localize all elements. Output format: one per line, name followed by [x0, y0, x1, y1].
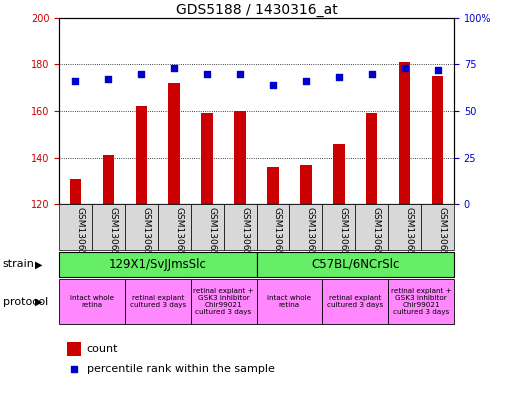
Bar — [399, 62, 410, 204]
Text: retinal explant +
GSK3 inhibitor
Chir99021
cultured 3 days: retinal explant + GSK3 inhibitor Chir990… — [391, 288, 451, 315]
Title: GDS5188 / 1430316_at: GDS5188 / 1430316_at — [175, 3, 338, 17]
Point — [137, 70, 145, 77]
Text: ▶: ▶ — [35, 259, 42, 269]
Point — [203, 70, 211, 77]
Text: percentile rank within the sample: percentile rank within the sample — [87, 364, 274, 374]
Bar — [289, 204, 322, 250]
Text: intact whole
retina: intact whole retina — [267, 295, 311, 308]
Text: GSM1306535: GSM1306535 — [75, 207, 85, 267]
Bar — [300, 165, 311, 204]
Bar — [388, 279, 454, 324]
Bar — [125, 279, 191, 324]
Text: GSM1306540: GSM1306540 — [240, 207, 249, 267]
Point — [71, 78, 80, 84]
Text: retinal explant +
GSK3 inhibitor
Chir99021
cultured 3 days: retinal explant + GSK3 inhibitor Chir990… — [193, 288, 254, 315]
Bar — [92, 204, 125, 250]
Bar — [256, 279, 322, 324]
Text: protocol: protocol — [3, 297, 48, 307]
Point — [69, 365, 77, 372]
Bar — [135, 107, 147, 204]
Bar — [256, 252, 454, 277]
Bar — [322, 204, 355, 250]
Text: retinal explant
cultured 3 days: retinal explant cultured 3 days — [130, 295, 186, 308]
Text: GSM1306538: GSM1306538 — [174, 207, 183, 267]
Point — [104, 76, 112, 83]
Bar — [103, 155, 114, 204]
Point — [368, 70, 376, 77]
Point — [170, 65, 179, 71]
Point — [236, 70, 244, 77]
Bar — [59, 252, 256, 277]
Bar — [59, 204, 92, 250]
Bar — [366, 113, 378, 204]
Text: GSM1306532: GSM1306532 — [372, 207, 381, 267]
Text: strain: strain — [3, 259, 34, 269]
Text: GSM1306539: GSM1306539 — [207, 207, 216, 267]
Text: intact whole
retina: intact whole retina — [70, 295, 114, 308]
Text: 129X1/SvJJmsSlc: 129X1/SvJJmsSlc — [109, 258, 207, 271]
Text: count: count — [87, 344, 118, 354]
Bar — [70, 179, 81, 204]
Bar — [432, 76, 443, 204]
Bar — [191, 279, 256, 324]
Text: GSM1306530: GSM1306530 — [306, 207, 315, 267]
Bar — [224, 204, 256, 250]
Text: GSM1306534: GSM1306534 — [438, 207, 446, 267]
Point — [334, 74, 343, 81]
Text: GSM1306529: GSM1306529 — [273, 207, 282, 267]
Bar — [67, 342, 81, 356]
Text: GSM1306533: GSM1306533 — [405, 207, 413, 267]
Text: retinal explant
cultured 3 days: retinal explant cultured 3 days — [327, 295, 383, 308]
Point — [302, 78, 310, 84]
Text: C57BL/6NCrSlc: C57BL/6NCrSlc — [311, 258, 400, 271]
Bar — [256, 204, 289, 250]
Point — [269, 82, 277, 88]
Bar — [333, 144, 345, 204]
Bar — [168, 83, 180, 204]
Bar — [125, 204, 158, 250]
Bar — [191, 204, 224, 250]
Text: ▶: ▶ — [35, 297, 42, 307]
Text: GSM1306536: GSM1306536 — [108, 207, 117, 267]
Text: GSM1306537: GSM1306537 — [141, 207, 150, 267]
Bar — [234, 111, 246, 204]
Bar — [322, 279, 388, 324]
Bar — [158, 204, 191, 250]
Point — [433, 67, 442, 73]
Bar — [388, 204, 421, 250]
Bar — [59, 279, 125, 324]
Bar — [355, 204, 388, 250]
Bar — [202, 113, 213, 204]
Point — [401, 65, 409, 71]
Bar — [421, 204, 454, 250]
Text: GSM1306531: GSM1306531 — [339, 207, 348, 267]
Bar — [267, 167, 279, 204]
